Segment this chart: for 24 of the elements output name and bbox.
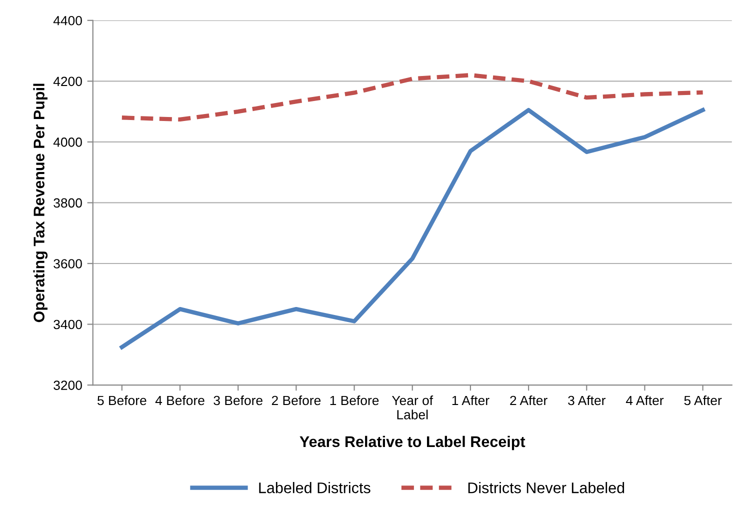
x-tick-label: 2 After — [510, 395, 548, 406]
legend-label: Districts Never Labeled — [468, 482, 624, 494]
x-tick-label: 4 After — [626, 395, 664, 406]
legend-label: Labeled Districts — [259, 482, 370, 494]
x-tick-label: 3 After — [568, 395, 606, 406]
x-tick-label: 4 Before — [155, 395, 204, 406]
y-tick-label: 4200 — [53, 76, 82, 86]
x-axis-title: Years Relative to Label Receipt — [300, 436, 526, 450]
x-tick-label: 2 Before — [272, 395, 321, 406]
x-tick-label: Year of Label — [392, 395, 434, 420]
y-axis-title: Operating Tax Revenue Per Pupil — [33, 84, 48, 322]
x-tick-label: 5 Before — [98, 395, 146, 406]
y-tick-label: 3800 — [54, 198, 82, 208]
line-series — [120, 108, 705, 350]
line-series — [120, 73, 705, 122]
x-tick-label: 1 After — [452, 395, 490, 406]
y-tick-label: 3400 — [54, 320, 82, 330]
x-tick-label: 5 After — [684, 395, 722, 406]
y-tick-label: 4400 — [53, 16, 82, 26]
x-tick-label: 3 Before — [214, 395, 262, 406]
x-tick-label: 1 Before — [330, 395, 379, 406]
y-tick-label: 3600 — [54, 259, 82, 268]
y-tick-label: 4000 — [53, 138, 82, 147]
y-tick-label: 3200 — [54, 380, 82, 390]
